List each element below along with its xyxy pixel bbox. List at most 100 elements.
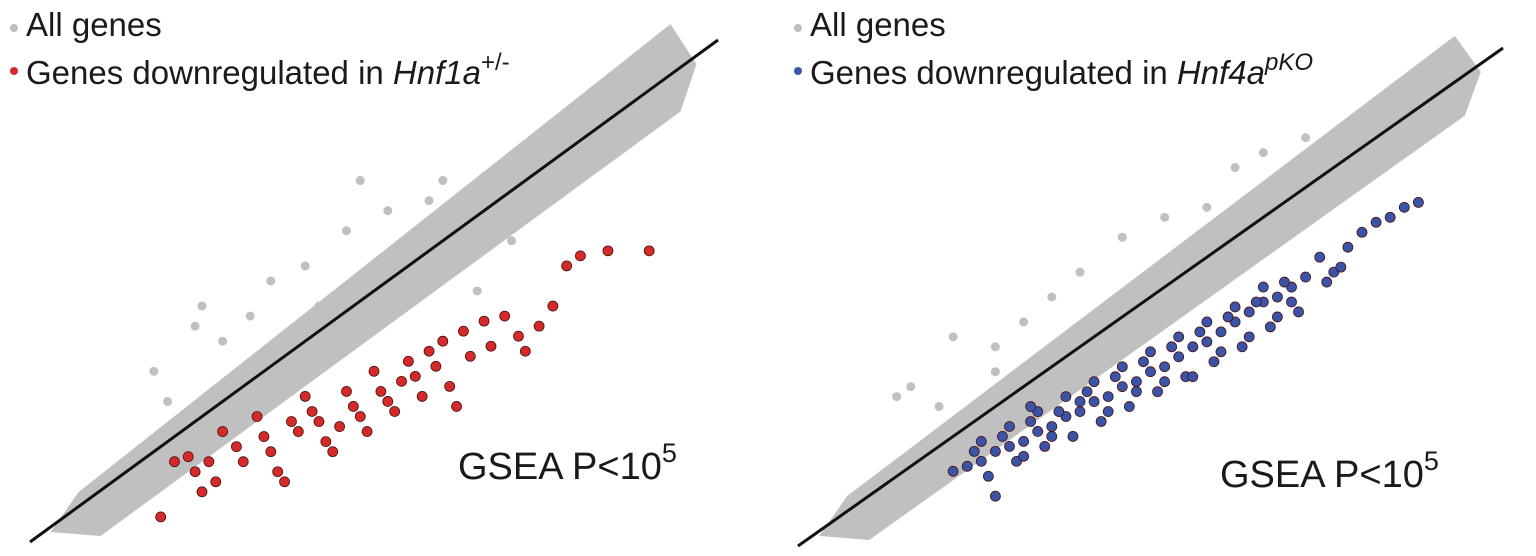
red-point-downregulated-genes — [389, 406, 401, 417]
blue-point-downregulated-genes — [1201, 316, 1213, 328]
red-point-downregulated-genes — [258, 431, 270, 442]
red-point-downregulated-genes — [230, 441, 242, 453]
blue-point-downregulated-genes — [1236, 341, 1248, 353]
grey-point-all-genes — [472, 286, 482, 296]
grey-point-all-genes — [1216, 257, 1226, 267]
blue-point-downregulated-genes — [1046, 421, 1058, 432]
blue-point-downregulated-genes — [975, 436, 987, 447]
grey-point-all-genes — [534, 196, 544, 206]
blue-point-downregulated-genes — [1004, 421, 1015, 432]
red-point-downregulated-genes — [217, 426, 229, 437]
red-point-downregulated-genes — [313, 416, 325, 427]
red-point-downregulated-genes — [251, 411, 263, 422]
legend-label: All genes — [810, 6, 946, 43]
grey-point-all-genes — [892, 392, 902, 402]
grey-point-all-genes — [328, 351, 338, 361]
grey-point-all-genes — [1047, 292, 1057, 302]
grey-point-all-genes — [266, 371, 276, 381]
red-point-downregulated-genes — [341, 385, 352, 397]
legend-gene: Hnf1a — [392, 54, 481, 91]
blue-point-downregulated-genes — [1356, 226, 1368, 238]
grey-point-all-genes — [948, 332, 958, 342]
blue-point-downregulated-genes — [1159, 376, 1171, 388]
blue-point-downregulated-genes — [1342, 241, 1354, 253]
legend-genotype: pKO — [1264, 49, 1314, 76]
grey-point-all-genes — [1230, 163, 1240, 173]
grey-point-all-genes — [1357, 158, 1367, 168]
blue-point-downregulated-genes — [1187, 371, 1199, 383]
right-scatter-plot — [797, 35, 1504, 548]
grey-point-all-genes — [1322, 177, 1332, 187]
grey-point-all-genes — [231, 422, 241, 432]
red-point-downregulated-genes — [485, 340, 497, 352]
blue-point-downregulated-genes — [947, 465, 959, 477]
blue-point-downregulated-genes — [1025, 416, 1037, 427]
red-point-downregulated-genes — [478, 315, 490, 327]
red-point-downregulated-genes — [444, 380, 456, 392]
grey-point-all-genes — [231, 401, 241, 411]
red-point-downregulated-genes — [368, 365, 380, 377]
grey-point-all-genes — [424, 196, 434, 206]
legend-item-all-genes: All genes — [794, 6, 1313, 44]
red-point-downregulated-genes — [299, 391, 311, 402]
grey-point-all-genes — [934, 402, 944, 412]
grey-point-all-genes — [1230, 267, 1240, 277]
blue-point-downregulated-genes — [1018, 436, 1030, 447]
red-point-downregulated-genes — [334, 421, 346, 432]
red-point-downregulated-genes — [519, 345, 531, 357]
blue-point-downregulated-genes — [997, 431, 1008, 442]
grey-point-all-genes — [1258, 148, 1268, 158]
blue-point-downregulated-genes — [1187, 341, 1199, 353]
grey-point-all-genes — [245, 311, 255, 321]
left-panel: All genes Genes downregulated in Hnf1a+/… — [10, 6, 719, 544]
blue-point-downregulated-genes — [1116, 361, 1128, 373]
blue-point-downregulated-genes — [1384, 211, 1396, 223]
red-point-downregulated-genes — [416, 391, 428, 402]
blue-point-downregulated-genes — [1159, 361, 1171, 373]
grey-point-all-genes — [1146, 327, 1155, 337]
grey-point-all-genes — [990, 367, 1000, 377]
red-point-downregulated-genes — [347, 401, 359, 412]
blue-point-downregulated-genes — [1152, 386, 1163, 398]
blue-point-downregulated-genes — [1264, 321, 1276, 333]
grey-point-all-genes — [1103, 357, 1113, 367]
grey-point-all-genes — [94, 497, 104, 507]
legend-marker — [794, 24, 802, 32]
legend-label: Genes downregulated in Hnf4apKO — [810, 44, 1313, 92]
grey-point-all-genes — [197, 301, 207, 311]
blue-point-downregulated-genes — [1018, 450, 1030, 462]
legend-item-downregulated: Genes downregulated in Hnf4apKO — [794, 44, 1313, 92]
grey-point-all-genes — [1181, 277, 1191, 287]
grey-point-all-genes — [1117, 232, 1127, 242]
red-point-downregulated-genes — [430, 360, 442, 372]
grey-point-all-genes — [410, 286, 420, 296]
grey-point-all-genes — [1110, 327, 1120, 337]
grey-point-all-genes — [1301, 133, 1311, 143]
grey-point-all-genes — [1146, 307, 1155, 317]
red-point-downregulated-genes — [382, 396, 394, 407]
grey-point-all-genes — [300, 261, 310, 271]
grey-point-all-genes — [541, 171, 551, 181]
right-legend: All genes Genes downregulated in Hnf4apK… — [794, 6, 1313, 92]
blue-point-downregulated-genes — [1222, 311, 1234, 323]
grey-point-all-genes — [990, 342, 1000, 352]
blue-point-downregulated-genes — [1025, 401, 1037, 412]
blue-point-downregulated-genes — [1004, 440, 1015, 452]
blue-point-downregulated-genes — [1335, 261, 1347, 273]
annotation-text: GSEA P<10 — [458, 446, 662, 488]
right-panel: All genes Genes downregulated in Hnf4apK… — [768, 0, 1536, 556]
legend-label: Genes downregulated in Hnf1a+/- — [26, 44, 510, 92]
legend-item-all-genes: All genes — [10, 6, 510, 44]
red-point-downregulated-genes — [423, 345, 435, 357]
blue-point-downregulated-genes — [1286, 296, 1297, 308]
blue-point-downregulated-genes — [1102, 406, 1114, 417]
red-point-downregulated-genes — [575, 250, 586, 262]
blue-point-downregulated-genes — [1088, 376, 1100, 388]
red-point-downregulated-genes — [354, 411, 366, 422]
blue-point-downregulated-genes — [1271, 311, 1283, 323]
red-point-downregulated-genes — [402, 355, 414, 367]
grey-point-all-genes — [218, 336, 228, 346]
grey-point-all-genes — [438, 251, 448, 261]
blue-point-downregulated-genes — [1321, 276, 1333, 288]
grey-point-all-genes — [596, 135, 606, 145]
